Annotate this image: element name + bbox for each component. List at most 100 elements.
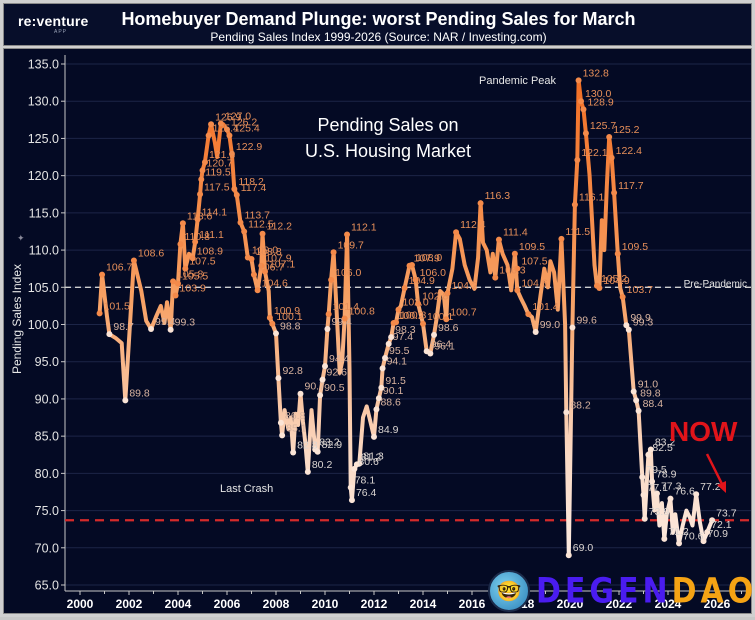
data-label: 70.6 (683, 530, 704, 542)
data-label: 82.9 (322, 439, 343, 451)
data-point (189, 255, 196, 262)
data-label: 114.1 (202, 207, 228, 219)
data-point (177, 241, 184, 248)
data-label: 76.4 (356, 487, 377, 499)
data-label: 126.9 (215, 111, 241, 123)
data-label: 106.0 (335, 267, 361, 279)
data-label: 107.9 (414, 253, 440, 265)
y-tick-label: 105.0 (28, 281, 59, 295)
data-label: 79.5 (646, 464, 667, 476)
data-label: 91.5 (385, 375, 406, 387)
data-label: 113.7 (244, 210, 270, 222)
data-label: 125.2 (613, 124, 639, 136)
data-point (266, 314, 273, 321)
data-point (444, 290, 451, 297)
y-axis-label: Pending Sales Index (10, 264, 24, 374)
y-tick-label: 80.0 (35, 467, 59, 481)
y-tick-label: 95.0 (35, 355, 59, 369)
data-point (351, 465, 358, 472)
data-label: 104.9 (603, 275, 629, 287)
data-point (630, 388, 637, 395)
data-point (420, 320, 426, 327)
data-label: 72.1 (711, 519, 732, 531)
data-label: 109.0 (252, 245, 278, 257)
data-label: 118.2 (238, 176, 264, 188)
data-label: 80.2 (312, 459, 333, 471)
data-point (277, 419, 284, 426)
data-label: 90.1 (383, 385, 404, 397)
data-label: 71.2 (668, 526, 689, 538)
watermark-text-part1: DEGEN (536, 570, 672, 612)
data-point (290, 449, 297, 456)
reference-lines (65, 286, 751, 522)
data-label: 110.8 (184, 231, 210, 243)
data-point (653, 490, 660, 497)
data-point (431, 331, 438, 338)
data-label: 119.5 (205, 166, 231, 178)
data-point (693, 491, 700, 498)
chart-subtitle: Pending Sales Index 1999-2026 (Source: N… (210, 30, 547, 44)
chart-header: re:venture APP Homebuyer Demand Plunge: … (3, 3, 752, 46)
data-point (96, 310, 103, 317)
data-label: 101.4 (532, 301, 558, 313)
data-label: 112.1 (351, 221, 377, 233)
data-point (226, 132, 233, 139)
data-point (328, 276, 335, 283)
data-point (388, 334, 395, 341)
x-tick-label: 2026 (704, 597, 731, 611)
data-label: 111.4 (503, 227, 528, 239)
data-label: 108.8 (256, 246, 282, 258)
data-label: 122.4 (616, 145, 642, 157)
data-point (532, 328, 539, 335)
data-label: 91.0 (638, 378, 659, 390)
y-tick-label: 65.0 (35, 579, 59, 593)
data-point (224, 126, 230, 133)
data-point (382, 354, 389, 361)
data-label: 88.6 (380, 396, 401, 408)
data-point (182, 265, 189, 272)
data-label: 117.4 (241, 182, 267, 194)
data-point (269, 320, 276, 327)
data-point (314, 448, 321, 455)
data-label: 96.1 (434, 341, 455, 353)
x-tick-label: 2012 (361, 597, 388, 611)
data-label: 86.8 (285, 410, 306, 422)
data-point (341, 315, 348, 322)
data-point (122, 397, 129, 404)
data-label: 95.5 (389, 345, 410, 357)
x-tick-label: 2014 (410, 597, 437, 611)
data-label: 105.2 (601, 273, 627, 285)
data-label: 130.0 (585, 88, 611, 100)
data-point (197, 191, 204, 198)
data-label: 89.8 (129, 387, 150, 399)
data-point (258, 262, 265, 269)
data-label: 94.1 (387, 355, 408, 367)
data-label: 112.2 (267, 221, 293, 233)
data-point (633, 397, 640, 404)
data-label: 99.6 (576, 314, 597, 326)
data-label: 99.9 (630, 312, 651, 324)
data-label: 112.5 (248, 218, 274, 230)
data-point (645, 451, 652, 458)
now-arrow-head-icon (717, 481, 726, 493)
data-point (205, 132, 212, 139)
data-label: 98.6 (438, 322, 459, 334)
data-point (373, 406, 380, 413)
data-point (208, 121, 215, 128)
data-point (241, 228, 248, 235)
line-chart: 65.0 70.0 75.0 80.0 85.0 90.0 95.0 100.0 105.0 11… (10, 55, 751, 611)
data-point (319, 376, 326, 383)
data-label: 78.9 (656, 469, 677, 481)
data-label: 77.3 (661, 480, 682, 492)
data-label: 85.1 (286, 422, 307, 434)
y-tick-label: 120.0 (28, 169, 59, 183)
data-label: 111.1 (199, 229, 224, 241)
data-point (477, 200, 484, 207)
data-label: 73.9 (649, 506, 670, 518)
data-point (322, 363, 328, 370)
data-label: 80.6 (358, 456, 379, 468)
x-tick-label: 2008 (263, 597, 290, 611)
reventure-logo: re:venture (18, 13, 89, 29)
data-point (514, 265, 521, 272)
data-label: 98.8 (280, 320, 301, 332)
